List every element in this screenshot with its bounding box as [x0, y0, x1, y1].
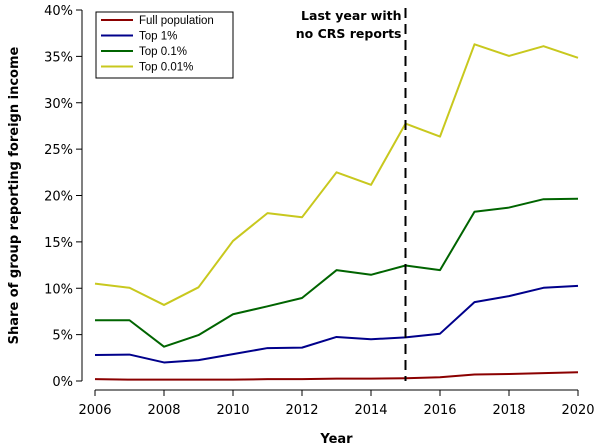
- series-line-full-population: [94, 371, 579, 381]
- y-tick-label: 40%: [44, 4, 73, 19]
- y-axis: 0% 5% 10% 15% 20% 25% 30% 35% 40%: [44, 4, 82, 390]
- legend-label: Full population: [139, 15, 214, 27]
- x-tick-label: 2020: [561, 403, 594, 418]
- y-tick-label: 0%: [52, 375, 73, 390]
- x-tick-label: 2016: [423, 403, 456, 418]
- x-tick-label: 2014: [354, 403, 387, 418]
- y-tick-label: 5%: [52, 329, 73, 344]
- y-axis-title: Share of group reporting foreign income: [7, 46, 22, 344]
- y-tick-label: 35%: [44, 50, 73, 65]
- series-line-top-0-01: [94, 43, 579, 306]
- y-tick-label: 30%: [44, 97, 73, 112]
- y-tick-label: 10%: [44, 282, 73, 297]
- annotation-text: Last year with: [301, 8, 401, 23]
- legend: Full population Top 1% Top 0.1% Top 0.01%: [95, 11, 234, 79]
- legend-label: Top 0.1%: [139, 46, 187, 58]
- series-line-top-1: [94, 284, 579, 364]
- series-line-top-0-1: [95, 197, 579, 348]
- annotation-text: no CRS reports: [296, 26, 402, 41]
- y-tick-label: 20%: [44, 190, 73, 205]
- x-axis-title: Year: [319, 432, 353, 447]
- y-tick-label: 15%: [44, 236, 73, 251]
- x-tick-label: 2018: [492, 403, 525, 418]
- legend-label: Top 1%: [139, 31, 177, 43]
- x-tick-label: 2006: [78, 403, 111, 418]
- y-tick-label: 25%: [44, 143, 73, 158]
- x-axis: 2006 2008 2010 2012 2014 2016 2018 2020: [78, 390, 595, 418]
- legend-label: Top 0.01%: [139, 62, 193, 74]
- annotation: Last year with no CRS reports: [296, 8, 407, 381]
- x-tick-label: 2010: [216, 403, 249, 418]
- series-lines: [94, 43, 579, 381]
- x-tick-label: 2008: [147, 403, 180, 418]
- x-tick-label: 2012: [285, 403, 318, 418]
